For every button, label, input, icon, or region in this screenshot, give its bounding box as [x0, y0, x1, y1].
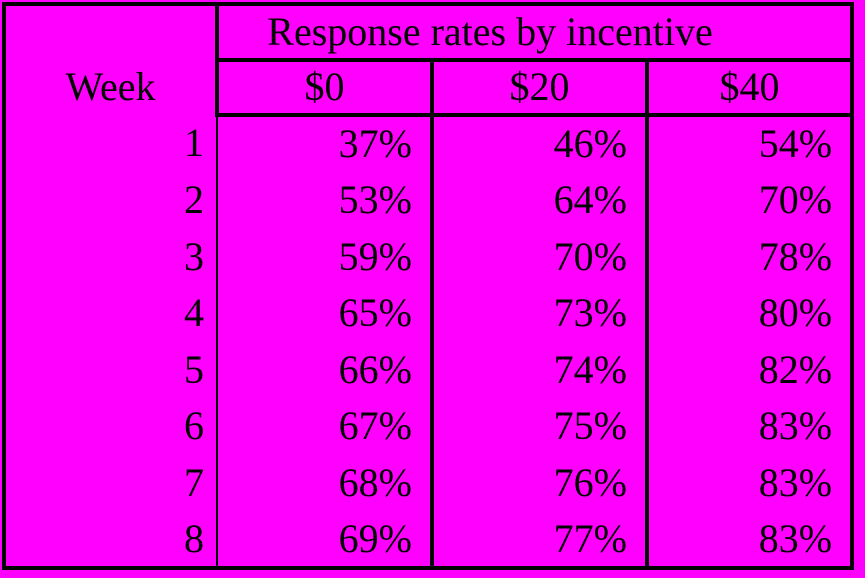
- table-row: 7 68% 76% 83%: [4, 454, 853, 512]
- value-cell: 83%: [647, 454, 853, 512]
- value-cell: 73%: [432, 284, 649, 342]
- table-row: 4 65% 73% 80%: [4, 284, 853, 342]
- week-cell: 5: [4, 341, 218, 399]
- week-cell: 7: [4, 454, 218, 512]
- week-cell: 3: [4, 228, 218, 285]
- table-row: 5 66% 74% 82%: [4, 341, 853, 399]
- value-cell: 37%: [217, 115, 434, 172]
- week-cell: 4: [4, 284, 218, 342]
- column-header-0-dollars: $0: [215, 59, 432, 118]
- value-cell: 82%: [647, 341, 853, 399]
- value-cell: 80%: [647, 284, 853, 342]
- week-cell: 6: [4, 398, 218, 455]
- value-cell: 76%: [432, 454, 649, 512]
- response-rates-table: Week Response rates by incentive $0 $20 …: [2, 2, 855, 570]
- value-cell: 59%: [217, 228, 434, 285]
- column-header-20-dollars: $20: [430, 59, 647, 118]
- value-cell: 70%: [647, 171, 853, 229]
- value-cell: 83%: [647, 511, 853, 568]
- value-cell: 74%: [432, 341, 649, 399]
- table-row: 3 59% 70% 78%: [4, 228, 853, 285]
- week-cell: 2: [4, 171, 218, 229]
- title-row: Week Response rates by incentive: [4, 4, 853, 116]
- value-cell: 69%: [217, 511, 434, 568]
- column-header-row: $0 $20 $40: [4, 59, 853, 118]
- value-cell: 75%: [432, 398, 649, 455]
- column-header-40-dollars: $40: [644, 59, 853, 118]
- value-cell: 54%: [647, 115, 853, 172]
- table-row: 8 69% 77% 83%: [4, 511, 853, 568]
- value-cell: 70%: [432, 228, 649, 285]
- table-title: Response rates by incentive: [214, 4, 853, 62]
- table-row: 2 53% 64% 70%: [4, 171, 853, 229]
- table-row: 1 37% 46% 54%: [4, 115, 853, 172]
- value-cell: 67%: [217, 398, 434, 455]
- value-cell: 68%: [217, 454, 434, 512]
- value-cell: 83%: [647, 398, 853, 455]
- week-cell: 8: [4, 511, 218, 568]
- value-cell: 46%: [432, 115, 649, 172]
- week-cell: 1: [4, 115, 218, 172]
- corner-header-week: Week: [4, 4, 217, 116]
- value-cell: 77%: [432, 511, 649, 568]
- table-row: 6 67% 75% 83%: [4, 398, 853, 455]
- value-cell: 66%: [217, 341, 434, 399]
- value-cell: 53%: [217, 171, 434, 229]
- value-cell: 64%: [432, 171, 649, 229]
- value-cell: 78%: [647, 228, 853, 285]
- value-cell: 65%: [217, 284, 434, 342]
